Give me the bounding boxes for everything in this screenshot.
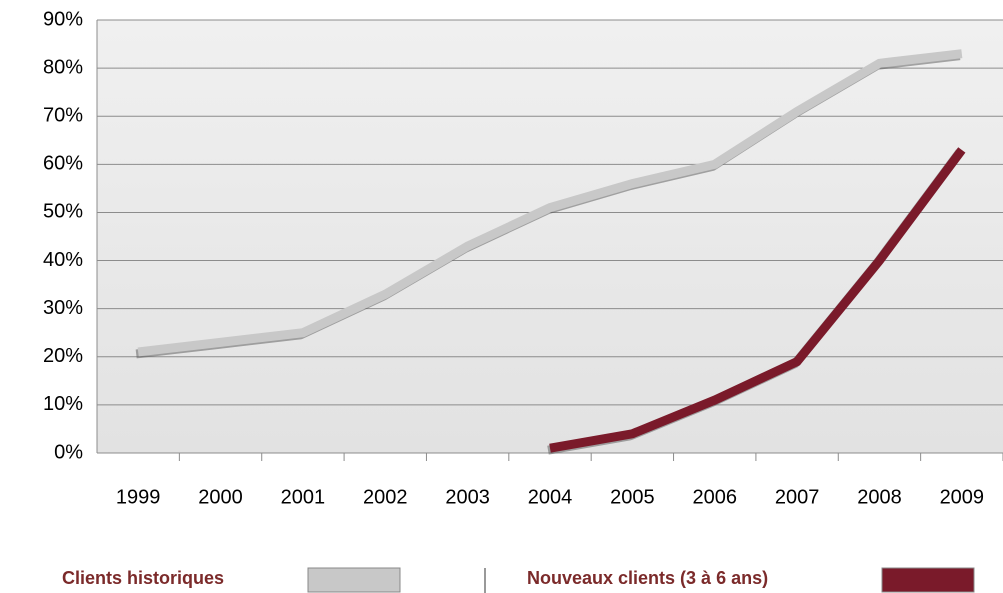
x-tick-label: 2003 (445, 486, 490, 508)
y-tick-label: 20% (43, 345, 83, 367)
line (549, 147, 966, 453)
y-tick-label: 80% (43, 56, 83, 78)
y-tick-label: 60% (43, 153, 83, 175)
legend-label: Clients historiques (62, 568, 224, 588)
x-tick-label: 2005 (610, 486, 655, 508)
y-tick-label: 70% (43, 105, 83, 127)
y-tick-label: 90% (43, 8, 83, 30)
x-tick-label: 2008 (857, 486, 902, 508)
legend-label: Nouveaux clients (3 à 6 ans) (527, 568, 768, 588)
x-tick-label: 2000 (198, 486, 243, 508)
x-tick-label: 2006 (692, 486, 737, 508)
x-tick-label: 2004 (528, 486, 573, 508)
x-tick-label: 2009 (940, 486, 985, 508)
x-tick-label: 2007 (775, 486, 820, 508)
legend-swatch (307, 567, 401, 593)
x-tick-label: 2001 (281, 486, 326, 508)
line (137, 49, 963, 357)
x-tick-label: 1999 (116, 486, 161, 508)
y-tick-label: 10% (43, 393, 83, 415)
y-tick-label: 30% (43, 297, 83, 319)
y-tick-label: 40% (43, 249, 83, 271)
legend-swatch (881, 567, 975, 593)
y-tick-label: 0% (54, 441, 83, 463)
x-tick-label: 2002 (363, 486, 408, 508)
plot-area (97, 20, 1003, 453)
y-tick-label: 50% (43, 201, 83, 223)
